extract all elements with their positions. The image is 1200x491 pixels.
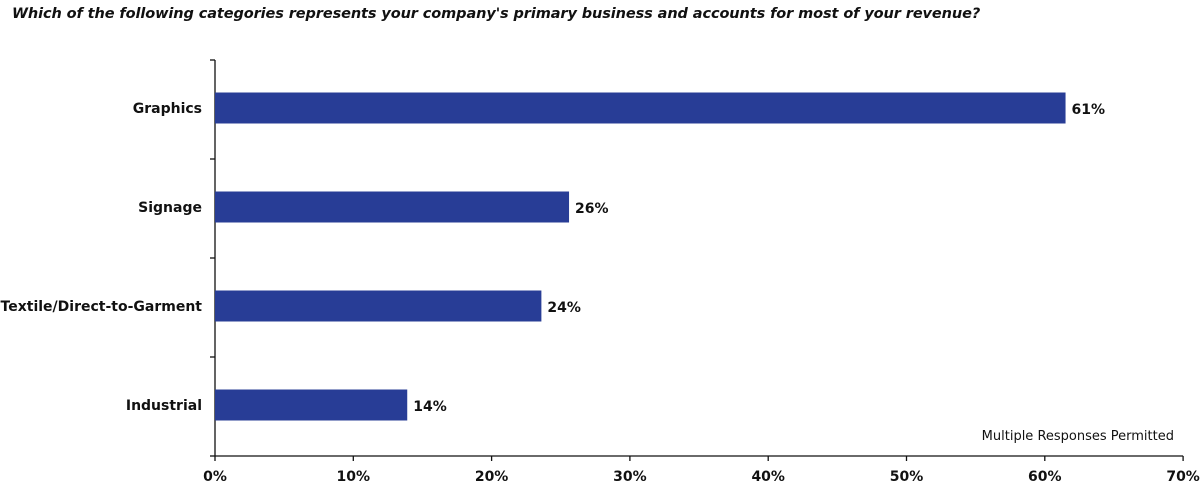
category-label: Textile/Direct-to-Garment	[1, 299, 203, 315]
bar	[215, 191, 570, 223]
multiple-responses-note: Multiple Responses Permitted	[981, 429, 1174, 444]
x-tick-label: 40%	[751, 469, 785, 485]
x-tick-label: 0%	[203, 469, 227, 485]
category-label: Industrial	[126, 398, 202, 414]
bar-value-label: 26%	[575, 201, 609, 217]
chart-question-title: Which of the following categories repres…	[12, 6, 981, 22]
bar	[215, 389, 408, 421]
x-tick-label: 70%	[1166, 469, 1200, 485]
bar-value-label: 61%	[1072, 102, 1106, 118]
bar	[215, 290, 542, 322]
bar-value-label: 24%	[547, 300, 581, 316]
x-tick-label: 60%	[1028, 469, 1062, 485]
category-label: Graphics	[133, 101, 202, 117]
x-tick-label: 10%	[337, 469, 371, 485]
x-tick-label: 50%	[890, 469, 924, 485]
x-tick-label: 30%	[613, 469, 647, 485]
bar	[215, 92, 1066, 124]
category-label: Signage	[138, 200, 202, 216]
bar-value-label: 14%	[413, 399, 447, 415]
x-tick-label: 20%	[475, 469, 509, 485]
